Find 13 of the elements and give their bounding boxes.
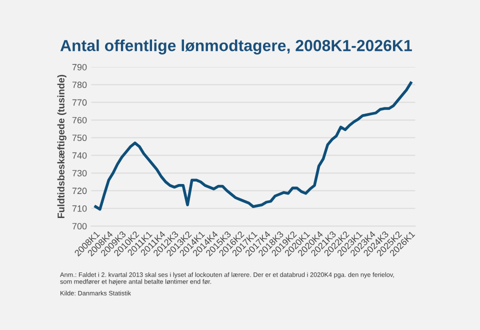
y-tick-label: 710 — [72, 205, 87, 212]
y-tick-label: 770 — [72, 99, 87, 106]
y-tick-label: 740 — [72, 152, 87, 159]
y-tick-label: 780 — [72, 82, 87, 88]
y-tick-label: 720 — [72, 188, 87, 194]
y-tick-label: 790 — [72, 64, 87, 70]
chart-title: Antal offentlige lønmodtagere, 2008K1-2026K1 — [60, 39, 412, 54]
y-axis-title: Fuldtidsbeskæftigede (tusinde) — [57, 74, 66, 218]
y-tick-label: 750 — [72, 134, 87, 142]
y-tick-label: 700 — [72, 223, 87, 230]
y-tick-label: 760 — [72, 116, 87, 124]
y-tick-label: 730 — [72, 170, 87, 176]
line-series — [94, 82, 412, 211]
